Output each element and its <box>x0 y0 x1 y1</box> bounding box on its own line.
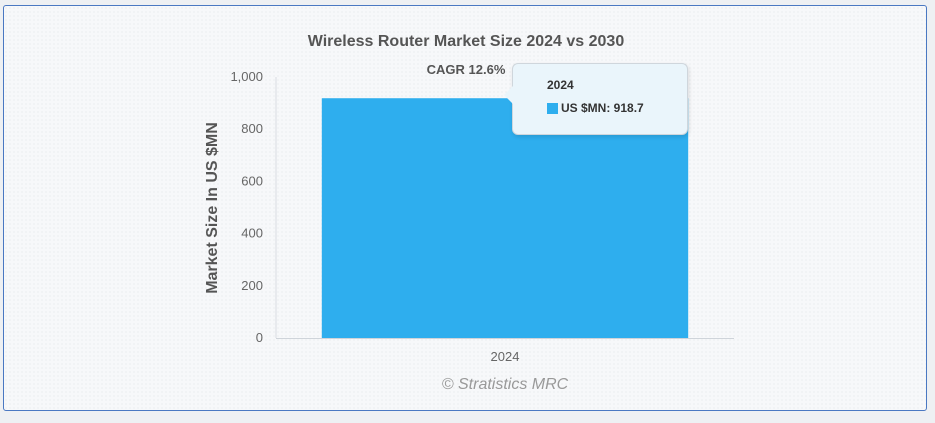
y-tick-label: 1,000 <box>230 69 263 84</box>
y-axis-label: Market Size In US $MN <box>204 122 221 294</box>
y-tick-label: 800 <box>241 121 263 136</box>
y-axis-ticks: 0 200 400 600 800 1,000 <box>230 69 263 345</box>
credit-text: © Stratistics MRC <box>442 376 569 393</box>
y-tick-label: 600 <box>241 173 263 188</box>
cagr-annotation: CAGR 12.6% <box>427 62 506 77</box>
bar-2024[interactable] <box>321 98 689 338</box>
tooltip-row: US $MN: 918.7 <box>547 101 687 115</box>
y-tick-label: 200 <box>241 278 263 293</box>
y-tick-label: 400 <box>241 226 263 241</box>
tooltip-title: 2024 <box>547 78 574 92</box>
y-tick-label: 0 <box>256 330 263 345</box>
x-tick-label: 2024 <box>491 349 520 364</box>
x-axis-ticks: 2024 <box>491 349 520 364</box>
chart-title: Wireless Router Market Size 2024 vs 2030 <box>308 33 625 50</box>
bars <box>321 98 689 338</box>
tooltip-swatch <box>547 102 558 114</box>
chart-tooltip: 2024 US $MN: 918.7 <box>504 63 688 135</box>
tooltip-label: US $MN: 918.7 <box>561 101 644 115</box>
